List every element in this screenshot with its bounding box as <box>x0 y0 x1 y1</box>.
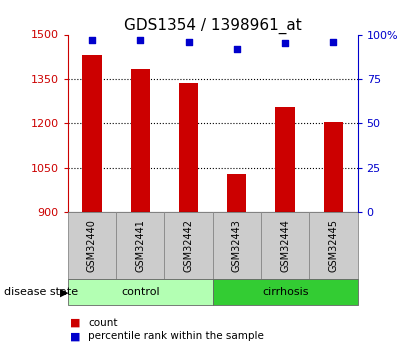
Bar <box>213 212 261 279</box>
Bar <box>82 55 102 212</box>
Point <box>282 41 289 46</box>
Bar <box>68 279 213 305</box>
Bar <box>261 212 309 279</box>
Text: GSM32442: GSM32442 <box>184 219 194 272</box>
Bar <box>179 83 198 212</box>
Bar <box>131 69 150 212</box>
Title: GDS1354 / 1398961_at: GDS1354 / 1398961_at <box>124 18 302 34</box>
Text: GSM32444: GSM32444 <box>280 219 290 272</box>
Text: GSM32440: GSM32440 <box>87 219 97 272</box>
Bar <box>68 212 116 279</box>
Bar <box>227 174 247 212</box>
Bar <box>275 107 295 212</box>
Point <box>233 46 240 51</box>
Text: ■: ■ <box>70 332 81 341</box>
Text: disease state: disease state <box>4 287 78 297</box>
Text: cirrhosis: cirrhosis <box>262 287 308 297</box>
Point <box>185 39 192 45</box>
Text: percentile rank within the sample: percentile rank within the sample <box>88 332 264 341</box>
Bar <box>213 279 358 305</box>
Text: count: count <box>88 318 118 327</box>
Bar <box>324 122 343 212</box>
Text: GSM32441: GSM32441 <box>135 219 145 272</box>
Bar <box>116 212 164 279</box>
Text: GSM32443: GSM32443 <box>232 219 242 272</box>
Bar <box>309 212 358 279</box>
Text: ■: ■ <box>70 318 81 327</box>
Bar <box>164 212 213 279</box>
Point <box>330 39 337 45</box>
Point <box>137 37 143 42</box>
Point <box>89 37 95 42</box>
Text: ▶: ▶ <box>60 287 68 297</box>
Text: GSM32445: GSM32445 <box>328 219 338 272</box>
Text: control: control <box>121 287 159 297</box>
